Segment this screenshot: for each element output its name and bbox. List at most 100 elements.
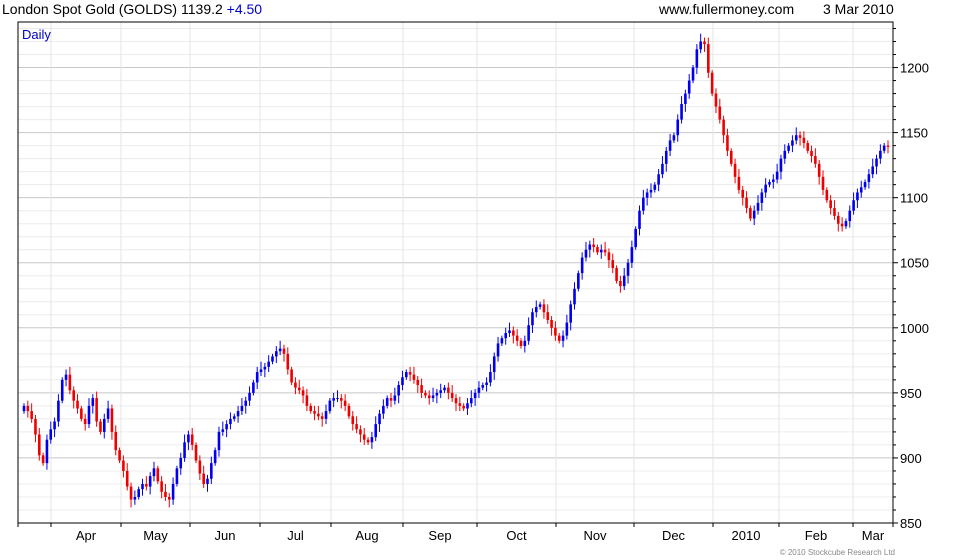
candle-body bbox=[768, 182, 771, 185]
candle-body bbox=[420, 385, 423, 393]
candle bbox=[821, 170, 825, 196]
candle bbox=[374, 416, 378, 442]
y-tick-label: 1000 bbox=[900, 321, 929, 336]
candle-body bbox=[783, 150, 787, 159]
candle bbox=[57, 394, 60, 427]
candle-body bbox=[569, 304, 572, 323]
candle bbox=[519, 338, 523, 349]
candle bbox=[718, 98, 722, 124]
candle-body bbox=[118, 450, 121, 461]
candle bbox=[856, 188, 859, 209]
candle-body bbox=[351, 416, 355, 425]
candle bbox=[546, 304, 550, 324]
candle-body bbox=[821, 176, 825, 190]
candle-body bbox=[592, 244, 595, 248]
candle bbox=[508, 322, 511, 337]
candle-body bbox=[167, 496, 171, 500]
candle bbox=[817, 159, 821, 185]
candle bbox=[366, 437, 370, 445]
candle-body bbox=[469, 398, 473, 404]
candle-body bbox=[49, 429, 53, 440]
candle bbox=[420, 378, 423, 399]
candle-body bbox=[26, 405, 30, 412]
candle bbox=[252, 379, 255, 396]
candle bbox=[859, 180, 863, 198]
candle-body bbox=[718, 106, 722, 120]
candle-body bbox=[80, 408, 83, 419]
candle bbox=[642, 189, 645, 215]
candle bbox=[649, 183, 653, 198]
candle bbox=[179, 452, 183, 475]
candle bbox=[83, 413, 87, 431]
candle bbox=[244, 396, 248, 414]
candle-body bbox=[213, 450, 217, 464]
candle bbox=[355, 416, 358, 434]
candle-body bbox=[580, 257, 584, 274]
candle-body bbox=[668, 140, 672, 151]
candle-body bbox=[102, 418, 106, 432]
candle bbox=[340, 394, 343, 409]
candle-body bbox=[561, 335, 565, 341]
candle bbox=[187, 430, 190, 451]
candle-body bbox=[626, 262, 630, 276]
candle bbox=[129, 482, 133, 508]
candle-body bbox=[756, 202, 760, 211]
candle bbox=[443, 385, 446, 393]
candle bbox=[772, 174, 775, 189]
candle-body bbox=[577, 273, 580, 289]
candle bbox=[523, 335, 527, 353]
candle-body bbox=[37, 434, 41, 456]
candle-body bbox=[343, 400, 347, 406]
candle bbox=[840, 217, 844, 232]
candle-body bbox=[278, 348, 282, 352]
candle-body bbox=[248, 392, 251, 401]
candle bbox=[393, 387, 397, 405]
candle-body bbox=[779, 158, 783, 172]
candle-body bbox=[607, 252, 611, 261]
candle-body bbox=[34, 418, 37, 435]
candle-body bbox=[114, 431, 118, 451]
x-tick-label: Apr bbox=[76, 528, 97, 543]
candle-body bbox=[317, 413, 320, 417]
candle bbox=[351, 411, 355, 431]
candle-body bbox=[99, 421, 102, 432]
candle bbox=[53, 417, 56, 438]
candle bbox=[229, 412, 232, 430]
copyright-notice: © 2010 Stockcube Research Ltd bbox=[780, 548, 895, 557]
candle bbox=[569, 300, 572, 331]
candle-body bbox=[833, 208, 836, 216]
candle-body bbox=[328, 400, 332, 412]
candle bbox=[190, 428, 194, 451]
candle-body bbox=[22, 405, 26, 412]
candle-body bbox=[252, 382, 255, 393]
candle-body bbox=[867, 174, 871, 183]
candle bbox=[462, 403, 465, 412]
candle-body bbox=[240, 405, 244, 412]
candle-body bbox=[72, 390, 75, 401]
candle-body bbox=[30, 411, 33, 419]
candle bbox=[515, 329, 519, 347]
x-tick-label: Sep bbox=[428, 528, 451, 543]
candle bbox=[106, 400, 110, 423]
candle-body bbox=[282, 348, 286, 354]
candle bbox=[672, 132, 676, 144]
candle-body bbox=[603, 249, 607, 253]
candle-body bbox=[676, 119, 680, 136]
candle bbox=[775, 163, 779, 184]
candle-body bbox=[83, 418, 87, 425]
candle bbox=[382, 399, 385, 419]
candle-body bbox=[519, 340, 523, 347]
candle bbox=[313, 405, 316, 421]
candle bbox=[412, 366, 416, 384]
candle bbox=[290, 366, 293, 386]
candle bbox=[879, 144, 882, 164]
candle bbox=[76, 394, 79, 414]
candle bbox=[619, 275, 622, 293]
candle bbox=[102, 413, 106, 439]
website-link[interactable]: www.fullermoney.com bbox=[659, 1, 795, 17]
candle bbox=[87, 398, 91, 429]
candle-body bbox=[95, 398, 98, 422]
candle bbox=[255, 366, 259, 389]
candle-body bbox=[794, 135, 798, 141]
candle bbox=[217, 426, 221, 457]
